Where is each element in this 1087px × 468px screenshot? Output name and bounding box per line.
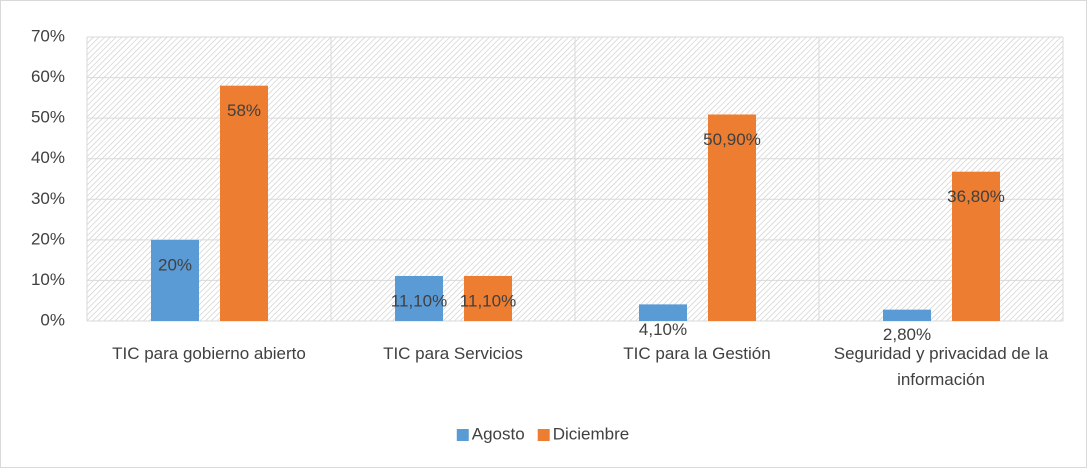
legend-swatch — [456, 429, 469, 441]
data-label: 50,90% — [703, 130, 761, 149]
x-tick-label: TIC para Servicios — [383, 344, 523, 363]
x-tick-label: Seguridad y privacidad de la información — [833, 344, 1049, 389]
data-label: 2,80% — [883, 325, 931, 344]
data-label: 4,10% — [639, 320, 687, 339]
x-tick-label: TIC para gobierno abierto — [112, 344, 306, 363]
bar — [883, 309, 931, 321]
data-label: 11,10% — [460, 291, 516, 310]
y-tick-label: 20% — [31, 229, 65, 248]
bar — [708, 114, 756, 322]
bar — [464, 275, 512, 321]
y-tick-label: 60% — [31, 67, 65, 86]
y-tick-label: 0% — [40, 310, 65, 329]
y-tick-label: 30% — [31, 189, 65, 208]
y-tick-label: 50% — [31, 108, 65, 127]
legend-label: Diciembre — [553, 424, 630, 443]
bar — [220, 85, 268, 321]
data-label: 20% — [158, 255, 192, 274]
legend-label: Agosto — [472, 424, 525, 443]
y-tick-label: 70% — [31, 26, 65, 45]
bar — [395, 275, 443, 321]
data-label: 11,10% — [391, 291, 447, 310]
legend-swatch — [537, 429, 550, 441]
data-label: 58% — [227, 101, 261, 120]
y-tick-label: 40% — [31, 148, 65, 167]
bar — [639, 304, 687, 321]
bar — [151, 239, 199, 321]
bar — [952, 171, 1000, 321]
y-tick-label: 10% — [31, 270, 65, 289]
x-tick-label: TIC para la Gestión — [623, 344, 771, 363]
data-label: 36,80% — [947, 187, 1005, 206]
